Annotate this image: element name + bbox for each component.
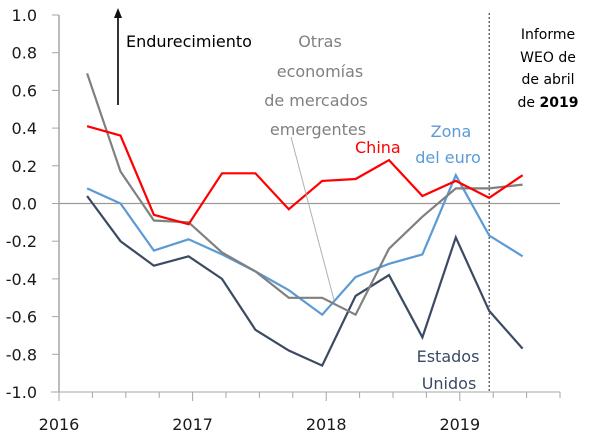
euro-label-line-1: Zona [431, 122, 472, 141]
other-em-leader-line [290, 136, 335, 301]
china-label: China [355, 138, 401, 157]
y-tick-label: -1.0 [6, 383, 37, 402]
weo-label-line-4: de 2019 [518, 95, 579, 111]
tightening-annotation: Endurecimiento [114, 8, 252, 105]
series-line-china [86, 125, 524, 226]
tightening-arrow-head-icon [114, 8, 122, 18]
y-tick-label: -0.8 [6, 345, 37, 364]
series-line-estados-unidos [86, 195, 524, 368]
other-em-label: Otras economías de mercados emergentes [264, 32, 368, 139]
other-em-label-line-2: economías [277, 62, 364, 81]
euro-label: Zona del euro [415, 122, 481, 167]
other-em-label-line-1: Otras [298, 32, 342, 51]
y-tick-label: 0.0 [12, 195, 37, 214]
weo-label-line-2: WEO de [520, 50, 576, 66]
y-tick-label: 0.8 [12, 44, 37, 63]
plot-area [86, 73, 524, 368]
us-label: Estados Unidos [417, 347, 480, 393]
x-tick-label: 2018 [306, 415, 347, 434]
y-tick-label: -0.4 [6, 270, 37, 289]
weo-label-prefix: de [518, 95, 540, 111]
axes: 1.00.80.60.40.20.0-0.2-0.4-0.6-0.8-1.020… [6, 6, 561, 434]
x-tick-label: 2016 [39, 415, 80, 434]
us-label-line-2: Unidos [422, 374, 477, 393]
x-tick-label: 2017 [172, 415, 213, 434]
y-tick-label: 0.6 [12, 81, 37, 100]
weo-label: Informe WEO de de abril de 2019 [518, 27, 579, 111]
other-em-label-line-3: de mercados [264, 91, 368, 110]
weo-label-year: 2019 [539, 95, 578, 111]
series-line-otras-economias-de-mercados-emergentes [86, 73, 523, 317]
y-tick-label: -0.2 [6, 232, 37, 251]
y-tick-label: 0.4 [12, 119, 37, 138]
us-label-line-1: Estados [417, 347, 480, 366]
y-tick-label: 1.0 [12, 6, 37, 25]
series-line-zona-del-euro [86, 172, 524, 317]
weo-label-line-3: de abril [522, 72, 575, 88]
tightening-label: Endurecimiento [126, 32, 252, 51]
y-tick-label: 0.2 [12, 157, 37, 176]
euro-label-line-2: del euro [415, 148, 481, 167]
y-tick-label: -0.6 [6, 308, 37, 327]
x-tick-label: 2019 [439, 415, 480, 434]
other-em-label-line-4: emergentes [270, 120, 366, 139]
weo-label-line-1: Informe [521, 27, 575, 43]
